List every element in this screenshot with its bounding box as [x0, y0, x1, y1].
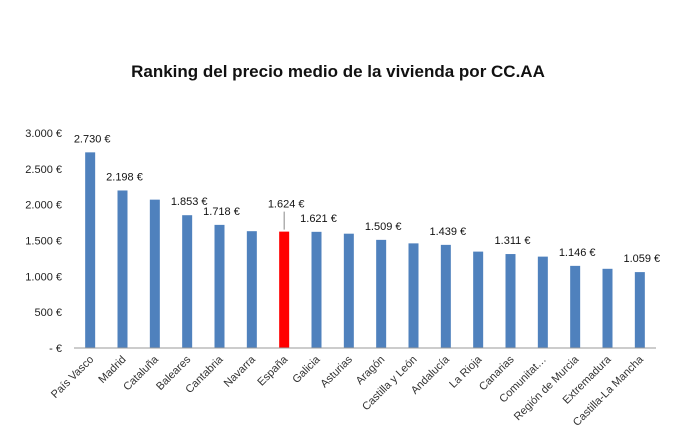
data-label-3: 1.853 €	[171, 196, 208, 208]
category-label-2: Cataluña	[121, 353, 161, 393]
bar-17	[634, 272, 645, 348]
bar-14	[537, 256, 548, 348]
bar-1	[117, 190, 128, 348]
bar-7	[311, 231, 322, 348]
data-labels-group: 2.730 € 2.198 € 1.853 €1.718 € 1.624 € 1.621…	[74, 133, 660, 265]
bars-group	[85, 152, 645, 348]
bar-15	[570, 265, 581, 348]
bar-12	[473, 251, 484, 348]
bar-13	[505, 254, 516, 348]
data-label-4: 1.718 €	[203, 206, 240, 218]
bar-9	[376, 239, 387, 348]
x-axis: País Vasco MadridCataluñaBalearesCantabri…	[49, 347, 656, 429]
bar-2	[149, 199, 160, 348]
y-tick-label: 1.000 €	[25, 271, 62, 283]
data-label-7: 1.621 €	[300, 213, 337, 225]
bar-4	[214, 224, 225, 348]
bar-0	[85, 152, 96, 348]
y-tick-label: - €	[49, 343, 62, 355]
bar-3	[182, 215, 193, 348]
chart-title: Ranking del precio medio de la vivienda …	[131, 62, 545, 81]
y-tick-label: 2.500 €	[25, 164, 62, 176]
data-label-11: 1.439 €	[429, 226, 466, 238]
category-label-6: España	[255, 353, 290, 388]
y-tick-label: 3.000 €	[25, 128, 62, 140]
category-label-0: País Vasco	[49, 354, 96, 401]
bar-11	[440, 244, 451, 348]
y-axis: - € 500 € 1.000 € 1.500 € 2.000 € 2.500 € 3.00…	[25, 128, 62, 355]
y-tick-label: 1.500 €	[25, 236, 62, 248]
bar-5	[246, 231, 257, 348]
y-tick-label: 500 €	[34, 307, 62, 319]
data-label-17: 1.059 €	[623, 253, 660, 265]
bar-16	[602, 268, 613, 348]
data-label-9: 1.509 €	[365, 221, 402, 233]
data-label-6: 1.624 €	[268, 199, 305, 211]
data-label-1: 2.198 €	[106, 171, 143, 183]
y-tick-label: 2.000 €	[25, 200, 62, 212]
data-label-13: 1.311 €	[495, 235, 531, 247]
data-label-15: 1.146 €	[559, 247, 596, 259]
bar-10	[408, 243, 419, 348]
data-label-0: 2.730 €	[74, 133, 111, 145]
bar-8	[343, 233, 354, 348]
bar-6	[279, 231, 290, 348]
category-label-5: Navarra	[222, 353, 259, 390]
category-label-8: Asturias	[318, 353, 355, 390]
